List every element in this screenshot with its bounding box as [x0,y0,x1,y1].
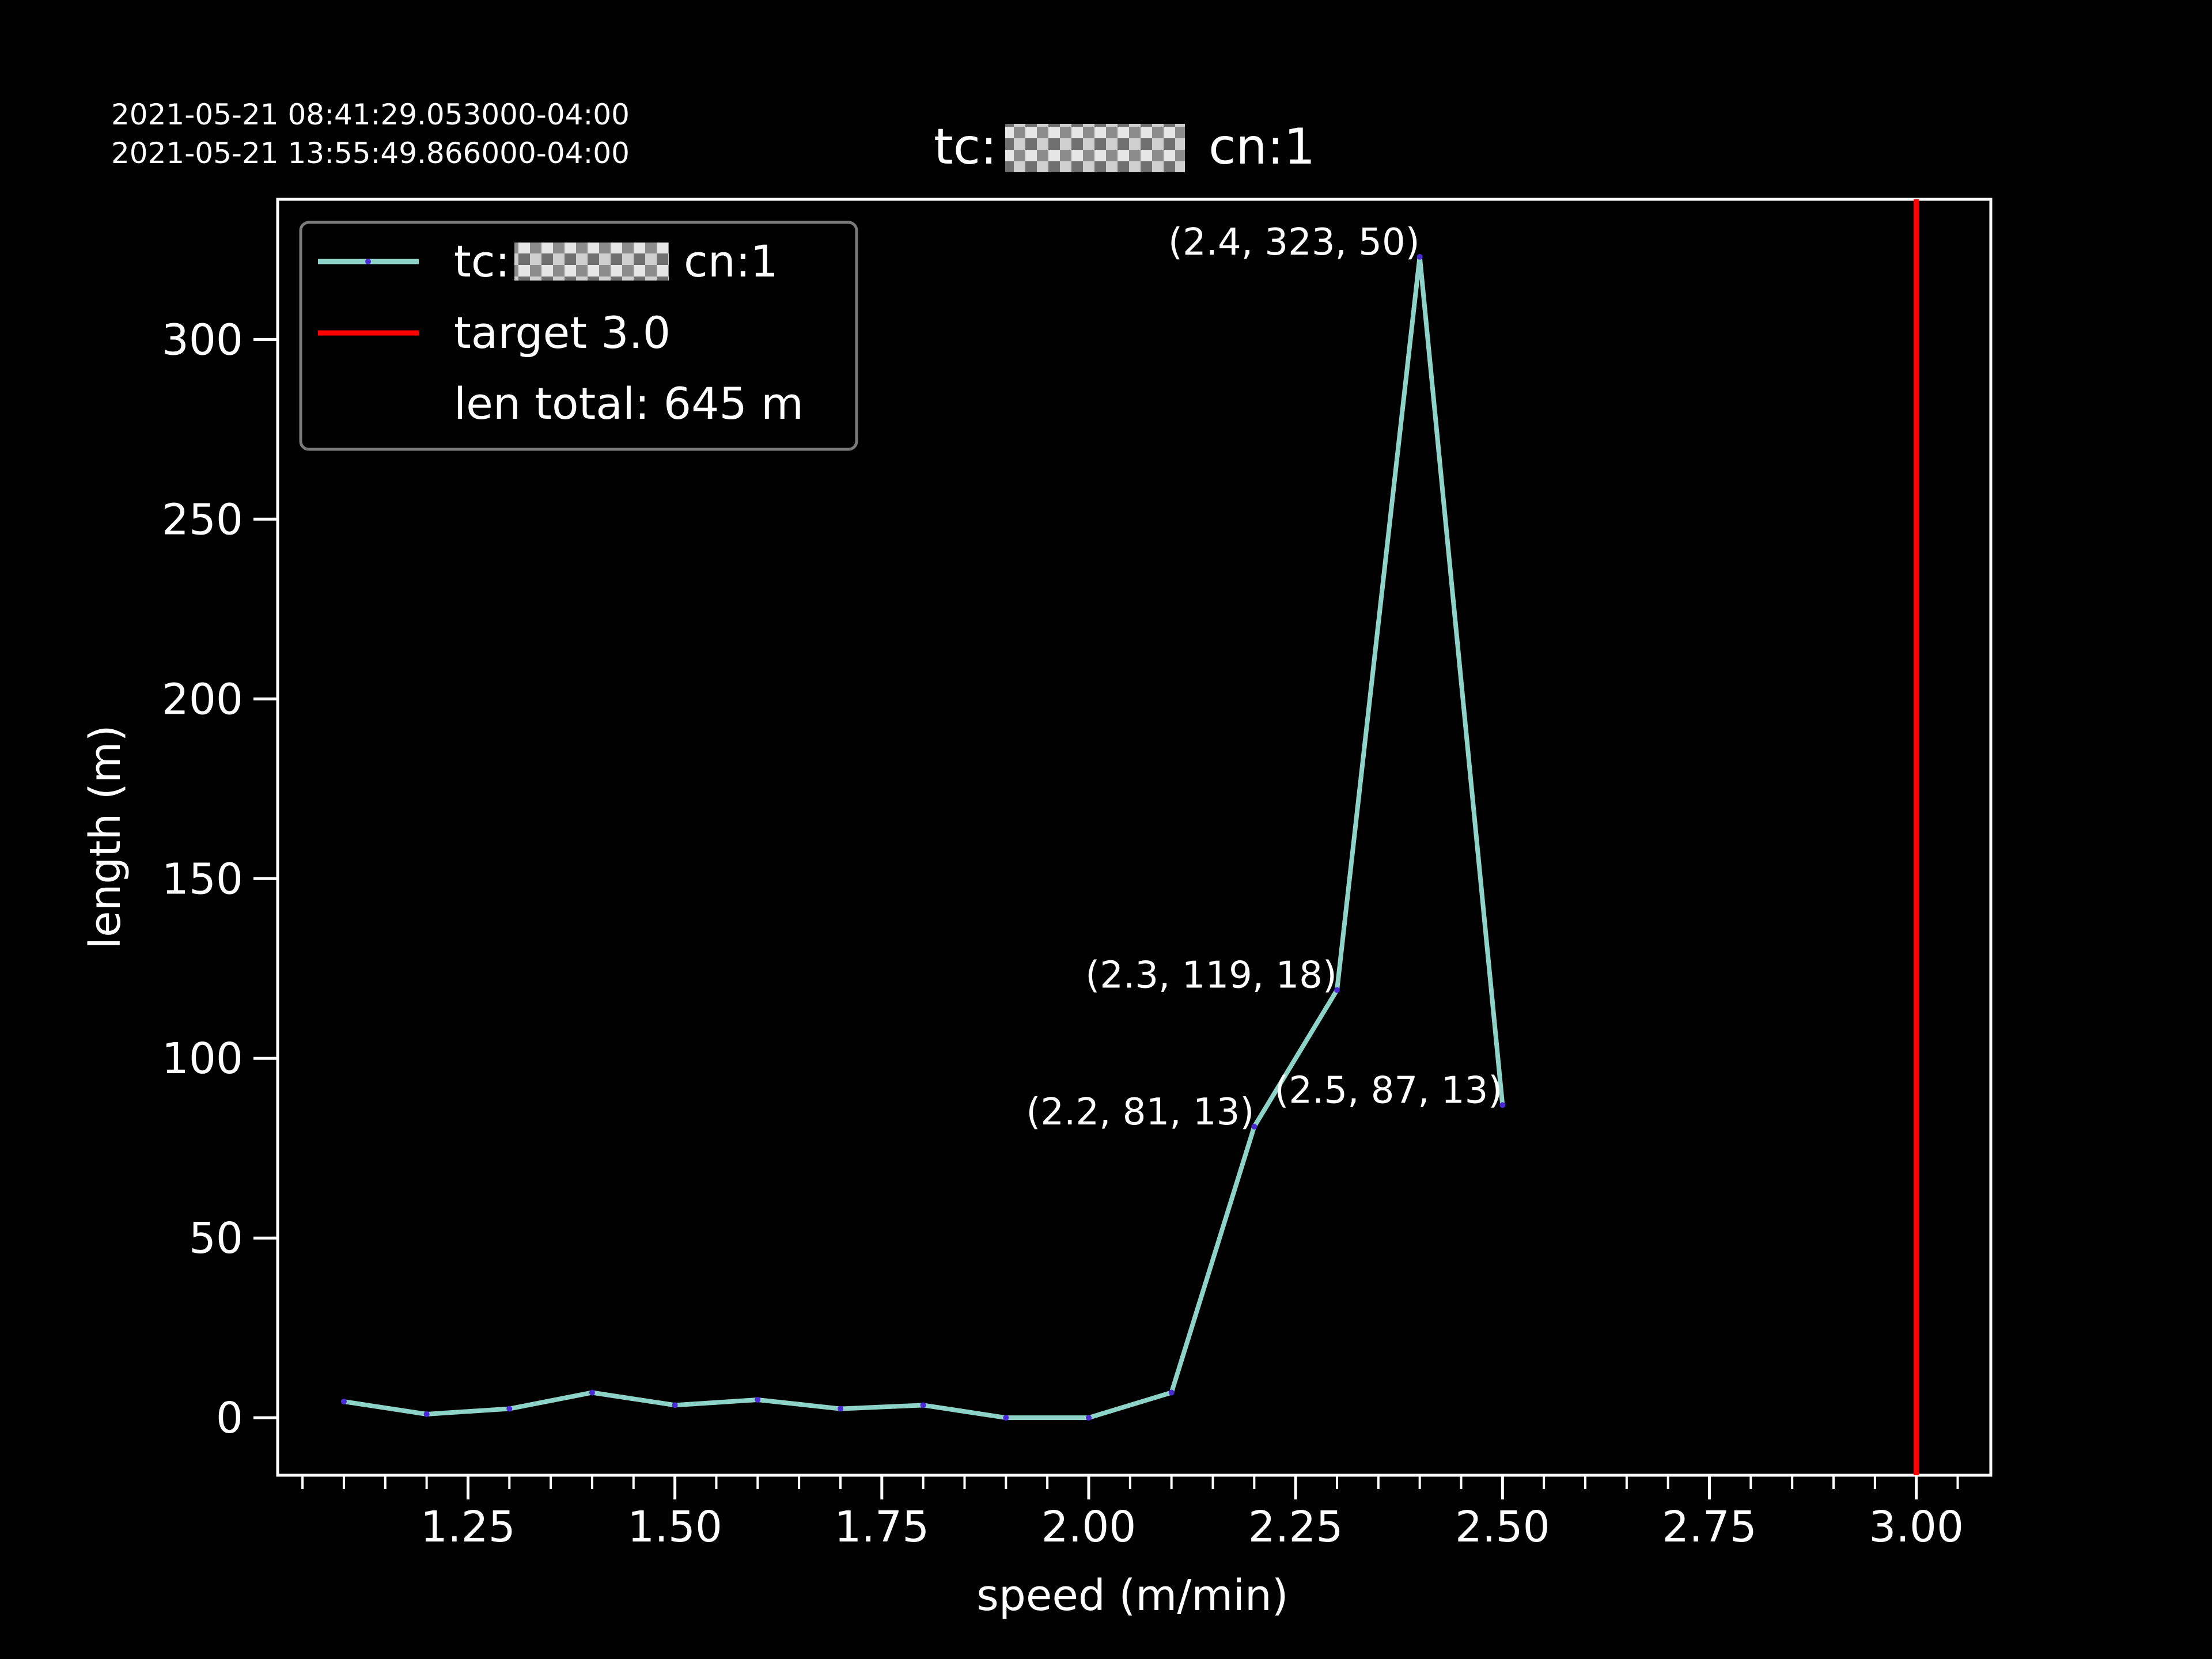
x-tick-label: 1.75 [834,1502,929,1552]
data-point [1003,1415,1009,1421]
legend-box [299,221,858,451]
time-start-label: 2021-05-21 08:41:29.053000-04:00 [111,98,630,131]
point-annotation: (2.5, 87, 13) [1274,1069,1502,1112]
data-point [1085,1415,1092,1421]
x-axis-label: speed (m/min) [976,1571,1288,1620]
y-tick-label: 150 [162,854,243,904]
legend-redacted-id-block [514,243,669,281]
x-tick-label: 2.25 [1248,1502,1343,1552]
x-tick-label: 2.00 [1041,1502,1137,1552]
legend-series-prefix: tc: [454,236,510,287]
data-point [423,1411,430,1417]
data-point [1416,253,1423,260]
y-tick-label: 250 [162,495,243,544]
series-layer [340,253,1506,1421]
y-axis-label: length (m) [81,725,130,949]
y-tick-label: 300 [162,315,243,365]
data-point [672,1402,678,1408]
point-annotation: (2.4, 323, 50) [1168,221,1420,264]
y-tick-label: 0 [216,1393,243,1443]
data-point [1499,1102,1506,1108]
legend-total-length: len total: 645 m [454,378,804,429]
data-point [1168,1389,1175,1396]
redacted-id-block [1005,124,1185,172]
data-point [920,1402,926,1408]
legend-series-suffix: cn:1 [684,236,778,287]
title-suffix: cn:1 [1209,118,1315,176]
y-tick-label: 200 [162,675,243,724]
data-point [837,1406,843,1412]
x-axis-ticks: 1.25 1.50 1.75 2.00 2.25 2.50 2.75 3.00 [301,1475,1964,1552]
data-point [1251,1123,1257,1130]
y-axis-ticks: 0 50 100 150 200 250 300 [162,315,278,1443]
title-prefix: tc: [934,118,997,176]
legend-series-marker [365,259,371,264]
chart-title: tc: cn:1 [934,118,1315,176]
x-tick-label: 1.25 [421,1502,516,1552]
point-annotation: (2.2, 81, 13) [1026,1091,1254,1134]
point-annotation: (2.3, 119, 18) [1085,955,1337,997]
time-end-label: 2021-05-21 13:55:49.866000-04:00 [111,137,630,170]
data-point [755,1396,761,1403]
data-point [1334,987,1340,993]
data-point [340,1399,347,1405]
x-tick-label: 3.00 [1869,1502,1964,1552]
y-tick-label: 50 [189,1214,243,1263]
legend: tc: cn:1 target 3.0 len total: 645 m [299,221,858,451]
x-tick-label: 2.50 [1455,1502,1550,1552]
data-point [506,1406,513,1412]
data-point [589,1389,595,1396]
x-tick-label: 1.50 [627,1502,722,1552]
x-tick-label: 2.75 [1662,1502,1757,1552]
annotation-layer: (2.4, 323, 50) (2.3, 119, 18) (2.2, 81, 13… [1026,221,1502,1134]
y-tick-label: 100 [162,1034,243,1084]
legend-target-label: target 3.0 [454,307,671,358]
